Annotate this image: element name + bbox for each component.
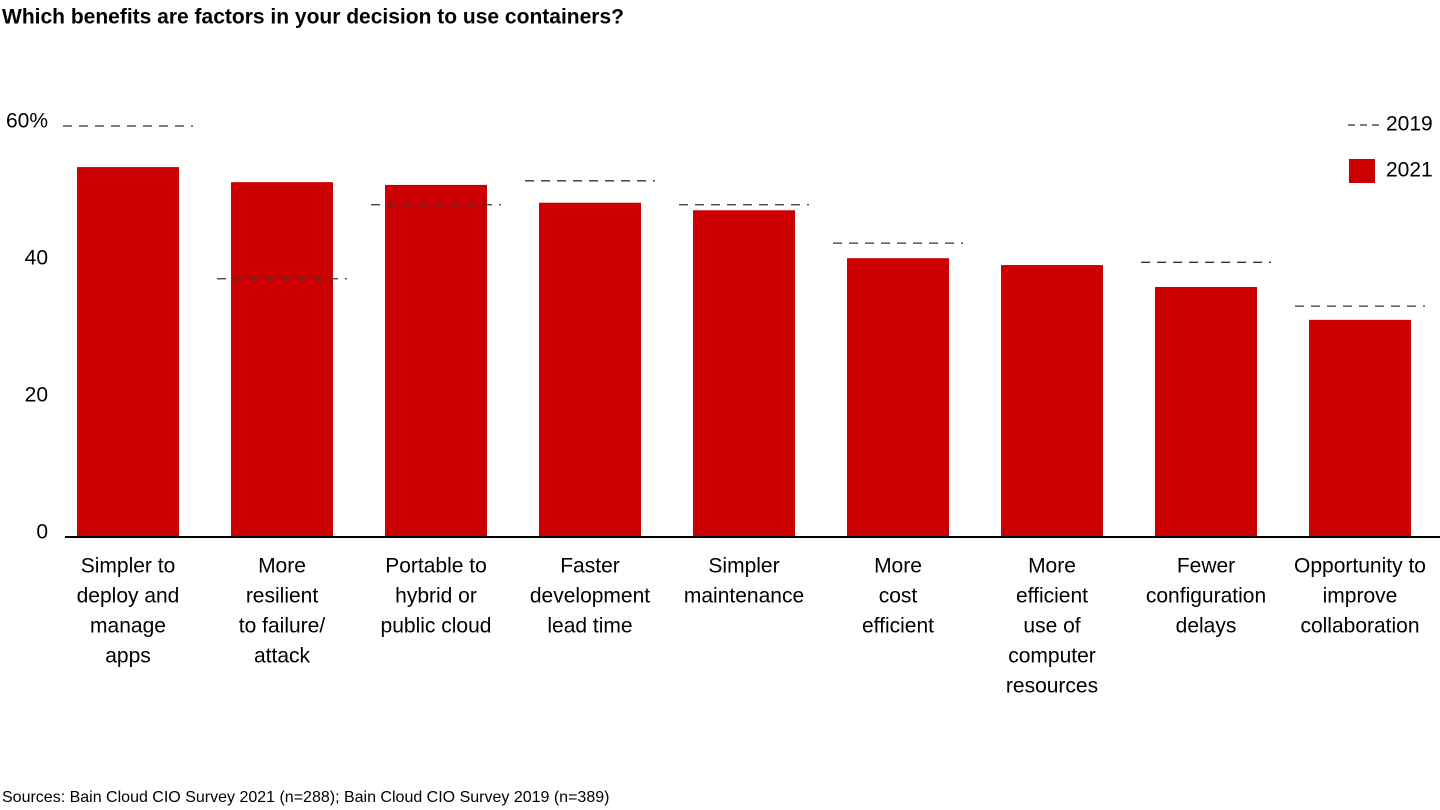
legend-label: 2021 xyxy=(1386,159,1433,182)
source-note: Sources: Bain Cloud CIO Survey 2021 (n=2… xyxy=(2,789,609,806)
bar xyxy=(539,202,641,537)
x-tick-label: to failure/ xyxy=(239,615,326,638)
x-tick-label: improve xyxy=(1323,585,1398,608)
chart-title: Which benefits are factors in your decis… xyxy=(2,6,624,29)
x-tick-label: resilient xyxy=(246,585,319,608)
x-tick-label: computer xyxy=(1008,645,1096,668)
y-tick-label: 0 xyxy=(36,521,48,544)
x-tick-label: Simpler to xyxy=(81,555,176,578)
legend-swatch xyxy=(1349,159,1375,183)
bar xyxy=(693,210,795,537)
x-tick-label: maintenance xyxy=(684,585,804,608)
x-tick-label: resources xyxy=(1006,675,1098,698)
x-tick-label: lead time xyxy=(547,615,632,638)
legend-label: 2019 xyxy=(1386,113,1433,136)
x-tick-label: cost xyxy=(879,585,918,608)
x-tick-label: More xyxy=(258,555,306,578)
y-tick-label: 60% xyxy=(6,110,48,133)
x-tick-label: Simpler xyxy=(708,555,779,578)
bar xyxy=(231,182,333,538)
bar xyxy=(847,258,949,537)
bar xyxy=(1155,286,1257,537)
x-tick-label: delays xyxy=(1176,615,1237,638)
x-tick-label: efficient xyxy=(1016,585,1088,608)
x-tick-label: attack xyxy=(254,645,311,668)
bar xyxy=(77,167,179,537)
x-tick-label: apps xyxy=(105,645,151,668)
x-tick-label: Faster xyxy=(560,555,620,578)
x-tick-label: public cloud xyxy=(381,615,492,638)
x-tick-label: hybrid or xyxy=(395,585,477,608)
x-tick-label: use of xyxy=(1023,615,1080,638)
y-tick-label: 20 xyxy=(25,384,48,407)
x-tick-label: More xyxy=(1028,555,1076,578)
y-tick-label: 40 xyxy=(25,247,48,270)
x-tick-label: efficient xyxy=(862,615,934,638)
x-tick-label: More xyxy=(874,555,922,578)
x-tick-label: collaboration xyxy=(1300,615,1419,638)
x-tick-label: deploy and xyxy=(77,585,180,608)
x-tick-label: development xyxy=(530,585,650,608)
bar xyxy=(385,184,487,537)
x-tick-label: configuration xyxy=(1146,585,1266,608)
x-tick-label: Portable to xyxy=(385,555,487,578)
bar xyxy=(1309,319,1411,537)
x-tick-label: manage xyxy=(90,615,166,638)
bar xyxy=(1001,265,1103,537)
x-tick-label: Fewer xyxy=(1177,555,1235,578)
x-tick-label: Opportunity to xyxy=(1294,555,1426,578)
